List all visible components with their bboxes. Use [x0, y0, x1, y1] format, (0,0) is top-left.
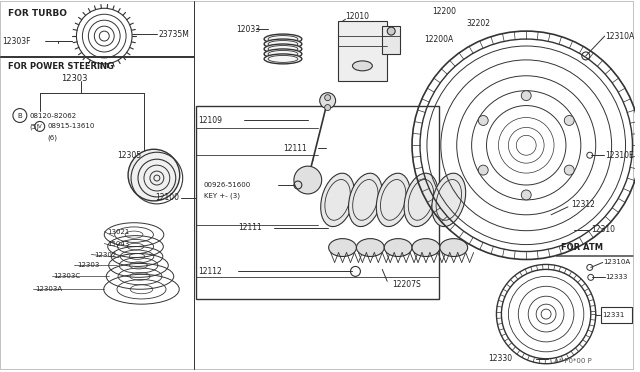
Text: 12111: 12111: [238, 223, 262, 232]
Text: 08915-13610: 08915-13610: [47, 124, 95, 129]
Circle shape: [521, 91, 531, 100]
Ellipse shape: [264, 34, 302, 44]
Ellipse shape: [376, 173, 410, 227]
Text: V: V: [38, 124, 42, 129]
Ellipse shape: [321, 173, 355, 227]
Text: FOR ATM: FOR ATM: [561, 243, 603, 252]
Ellipse shape: [356, 238, 384, 257]
Text: 00926-51600: 00926-51600: [204, 182, 251, 188]
Text: 12331: 12331: [603, 312, 625, 318]
Text: 12109: 12109: [198, 116, 223, 125]
Text: A* P0*00 P: A* P0*00 P: [554, 358, 592, 364]
Text: 12310E: 12310E: [605, 151, 634, 160]
Text: 32202: 32202: [467, 19, 491, 28]
Bar: [556, 254, 634, 257]
Text: (5): (5): [30, 123, 40, 130]
Text: 12111: 12111: [283, 144, 307, 153]
Text: 12200: 12200: [432, 7, 456, 16]
Text: 12033: 12033: [236, 25, 260, 33]
Text: 12303F: 12303F: [2, 36, 31, 45]
Ellipse shape: [329, 238, 356, 257]
Circle shape: [564, 115, 574, 125]
Circle shape: [478, 115, 488, 125]
Ellipse shape: [412, 238, 440, 257]
Circle shape: [521, 190, 531, 200]
Ellipse shape: [264, 39, 302, 49]
Text: 13021: 13021: [108, 229, 130, 235]
Text: 12303A: 12303A: [35, 286, 62, 292]
Ellipse shape: [353, 61, 372, 71]
Text: 23735M: 23735M: [159, 30, 189, 39]
Bar: [196, 106, 439, 299]
Text: 12310A: 12310A: [604, 259, 631, 266]
Text: 12207S: 12207S: [392, 280, 421, 289]
Circle shape: [478, 165, 488, 175]
Bar: [382, 26, 400, 54]
Ellipse shape: [349, 173, 382, 227]
Text: 12330: 12330: [488, 354, 513, 363]
Text: FOR TURBO: FOR TURBO: [8, 9, 67, 18]
Circle shape: [128, 149, 180, 201]
Text: 12200A: 12200A: [424, 35, 453, 44]
Text: 15043: 15043: [108, 241, 129, 247]
Circle shape: [564, 165, 574, 175]
Ellipse shape: [404, 173, 438, 227]
Text: 12303: 12303: [77, 262, 100, 269]
Text: 12333: 12333: [605, 274, 628, 280]
Text: 12310A: 12310A: [605, 32, 635, 41]
Circle shape: [294, 166, 322, 194]
Circle shape: [324, 105, 331, 110]
Ellipse shape: [432, 173, 466, 227]
Text: 12303C: 12303C: [54, 273, 81, 279]
Text: 12305: 12305: [117, 151, 141, 160]
Text: 12010: 12010: [346, 12, 369, 21]
Text: 12310: 12310: [591, 225, 615, 234]
Text: 12100: 12100: [155, 193, 179, 202]
Text: 08120-82062: 08120-82062: [30, 112, 77, 119]
Text: 12112: 12112: [198, 267, 222, 276]
Text: B: B: [17, 112, 22, 119]
Circle shape: [320, 93, 335, 109]
Bar: [601, 307, 632, 323]
Ellipse shape: [264, 49, 302, 59]
Text: (6): (6): [47, 134, 58, 141]
Ellipse shape: [264, 44, 302, 54]
Circle shape: [387, 27, 395, 35]
Bar: [337, 21, 387, 81]
Text: KEY +- (3): KEY +- (3): [204, 193, 239, 199]
Text: 12302: 12302: [94, 251, 116, 257]
Ellipse shape: [384, 238, 412, 257]
Ellipse shape: [264, 54, 302, 64]
Text: FOR POWER STEERING: FOR POWER STEERING: [8, 62, 114, 71]
Ellipse shape: [440, 238, 468, 257]
Text: 12303: 12303: [61, 74, 88, 83]
Text: 12312: 12312: [571, 201, 595, 209]
Circle shape: [324, 94, 331, 100]
